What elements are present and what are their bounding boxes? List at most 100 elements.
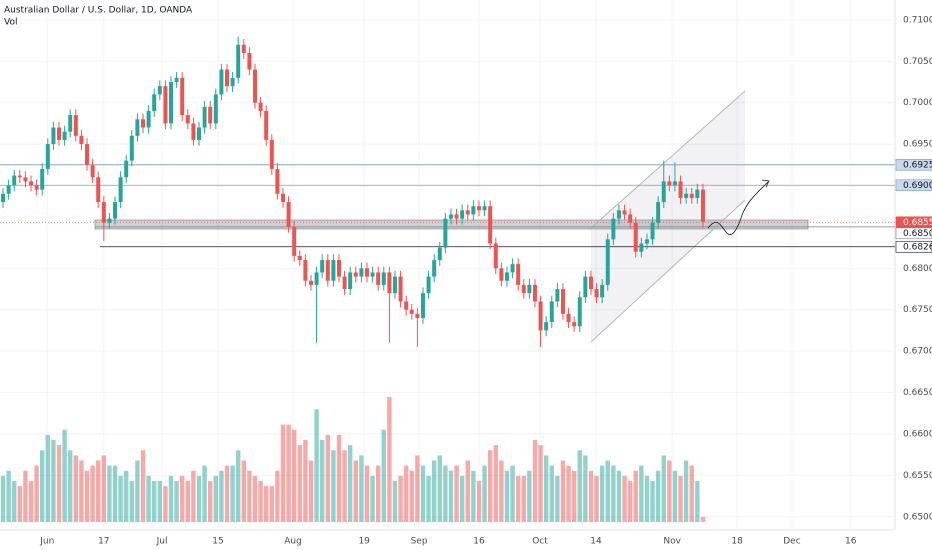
candle-body xyxy=(1,193,6,203)
volume-bar xyxy=(163,486,168,522)
candle-body xyxy=(247,53,252,70)
candle-body xyxy=(73,115,78,136)
candle-body xyxy=(667,181,672,186)
chart-title: Australian Dollar / U.S. Dollar, 1D, OAN… xyxy=(4,6,193,16)
volume-bar xyxy=(12,481,17,522)
volume-bar xyxy=(661,455,666,522)
candle-body xyxy=(566,313,571,323)
candle-body xyxy=(152,94,157,111)
candle-body xyxy=(684,193,689,198)
volume-bar xyxy=(521,475,526,522)
volume-bar xyxy=(387,397,392,522)
volume-bar xyxy=(549,465,554,522)
volume-bar xyxy=(644,475,650,522)
candle-body xyxy=(689,193,694,198)
candle-body xyxy=(208,106,213,124)
volume-bar xyxy=(224,465,230,522)
candle-body xyxy=(141,119,146,128)
volume-bar xyxy=(375,465,381,522)
candle-body xyxy=(336,260,341,277)
volume-bar xyxy=(6,470,11,522)
volume-bar xyxy=(359,455,364,522)
candle-body xyxy=(454,214,459,219)
candle-body xyxy=(516,264,521,285)
candle-body xyxy=(224,69,229,87)
volume-bar xyxy=(62,429,67,522)
x-tick-label: 18 xyxy=(731,537,743,547)
volume-bar xyxy=(454,465,459,522)
candle-body xyxy=(325,260,330,281)
x-tick-label: Nov xyxy=(663,537,681,547)
volume-bar xyxy=(689,465,694,522)
volume-bar xyxy=(219,470,224,522)
volume-bar xyxy=(667,460,672,522)
volume-bar xyxy=(118,475,123,522)
candle-body xyxy=(611,218,616,240)
volume-bar xyxy=(314,409,319,522)
candle-body xyxy=(180,77,185,116)
candle-body xyxy=(404,301,409,310)
volume-bar xyxy=(633,470,638,522)
candle-body xyxy=(118,177,123,203)
volume-bar xyxy=(230,465,235,522)
volume-bar xyxy=(437,455,442,522)
volume-bar xyxy=(381,429,386,522)
volume-bar xyxy=(213,475,218,522)
candle-body xyxy=(40,168,45,190)
candle-body xyxy=(280,193,285,203)
volume-bar xyxy=(599,465,605,522)
volume-bar xyxy=(90,465,95,522)
candle-body xyxy=(504,272,509,281)
volume-bar xyxy=(263,486,269,522)
volume-bar xyxy=(202,465,207,522)
volume-bar xyxy=(683,460,689,522)
volume-bar xyxy=(17,486,23,522)
volume-bar xyxy=(180,475,185,522)
volume-bar xyxy=(325,434,330,522)
volume-bar xyxy=(157,481,163,522)
volume-bar xyxy=(319,440,325,522)
volume-bar xyxy=(560,460,566,522)
candle-body xyxy=(493,243,498,269)
volume-bar xyxy=(331,450,336,522)
volume-bar xyxy=(129,481,135,522)
x-tick-label: 15 xyxy=(212,537,223,547)
volume-bar xyxy=(28,481,34,522)
volume-bar xyxy=(275,470,280,522)
candle-body xyxy=(387,272,392,294)
candle-body xyxy=(29,181,34,186)
volume-bar xyxy=(678,475,683,522)
volume-bar xyxy=(146,475,151,522)
candle-body xyxy=(101,202,106,223)
candle-body xyxy=(79,135,84,145)
volume-bar xyxy=(543,455,549,522)
volume-bar xyxy=(465,460,470,522)
candle-body xyxy=(499,268,504,281)
candle-body xyxy=(197,127,202,140)
volume-bar xyxy=(594,475,599,522)
x-tick-label: 17 xyxy=(98,537,109,547)
candle-body xyxy=(331,260,336,281)
price-label-box xyxy=(895,240,932,253)
candle-body xyxy=(169,81,174,124)
x-tick-label: 19 xyxy=(358,537,370,547)
candle-body xyxy=(146,110,151,128)
x-tick-label: Oct xyxy=(532,537,548,547)
price-label: 0.68556 xyxy=(903,218,932,228)
support-zone xyxy=(94,219,809,230)
volume-bar xyxy=(112,465,118,522)
candle-body xyxy=(258,102,263,111)
volume-bar xyxy=(174,481,179,522)
candle-body xyxy=(460,210,465,219)
volume-bar xyxy=(140,450,146,522)
volume-bar xyxy=(51,440,56,522)
volume-bar xyxy=(588,470,594,522)
volume-bar xyxy=(499,460,504,522)
candle-body xyxy=(426,276,431,294)
candle-body xyxy=(370,272,375,277)
candle-body xyxy=(376,272,381,285)
candle-body xyxy=(241,44,246,53)
